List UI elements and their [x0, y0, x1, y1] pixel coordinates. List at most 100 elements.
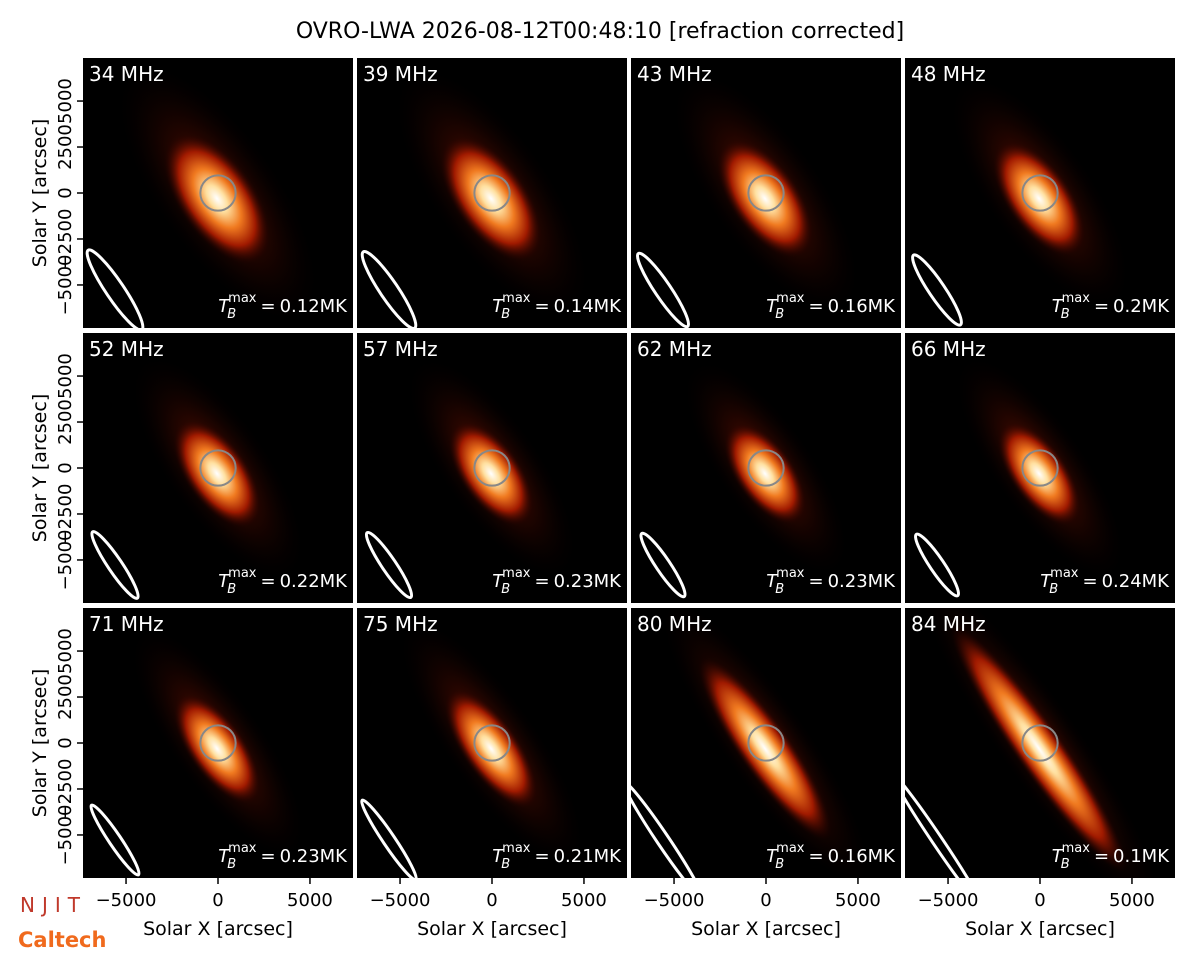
- y-tick-label: 2500: [55, 674, 76, 720]
- tb-max: 0.16MK: [828, 846, 897, 867]
- tb-equals: =: [260, 846, 275, 867]
- image: [364, 359, 576, 600]
- tb-symbol: T: [492, 571, 505, 592]
- x-axis-label: Solar X [arcsec]: [691, 918, 841, 940]
- tb-superscript: max: [1062, 291, 1091, 306]
- solar-disk: [199, 174, 237, 212]
- image: [360, 69, 588, 328]
- tb-subscript: B: [775, 582, 784, 597]
- beam: [914, 532, 960, 598]
- image: [85, 65, 318, 328]
- image: [360, 621, 583, 878]
- y-tick-label: −2500: [55, 484, 76, 545]
- emission: [992, 141, 1086, 256]
- tb-max: 0.21MK: [554, 846, 623, 867]
- y-tick-label: −5000: [55, 530, 76, 591]
- panel: 43 MHz TBmax = 0.16MK: [631, 58, 901, 328]
- emission: [440, 136, 542, 262]
- tb-subscript: B: [227, 857, 236, 872]
- panel-title: 84 MHz: [911, 612, 986, 636]
- image: [90, 357, 304, 600]
- tb-symbol: T: [766, 571, 779, 592]
- emission: [444, 689, 538, 809]
- tb-subscript: B: [1061, 857, 1070, 872]
- panel-title: 48 MHz: [911, 62, 986, 86]
- beam: [360, 798, 418, 878]
- tb-annotation: TBmax = 0.16MK: [766, 841, 896, 872]
- tb-superscript: max: [502, 291, 531, 306]
- tb-subscript: B: [227, 582, 236, 597]
- tb-symbol: T: [492, 296, 505, 317]
- solar-disk: [1021, 724, 1059, 762]
- beam: [364, 530, 414, 600]
- tb-annotation: TBmax = 0.24MK: [1040, 566, 1170, 597]
- solar-disk: [473, 724, 511, 762]
- panel-title: 43 MHz: [637, 62, 712, 86]
- panel: 75 MHz TBmax = 0.21MK −5000 0 5000 Solar X [arc…: [357, 608, 627, 940]
- panel: 48 MHz TBmax = 0.2MK: [905, 58, 1175, 328]
- emission: [698, 657, 832, 840]
- tb-superscript: max: [1050, 566, 1079, 581]
- tb-annotation: TBmax = 0.23MK: [218, 841, 348, 872]
- tb-max: 0.23MK: [280, 846, 349, 867]
- tb-equals: =: [808, 571, 823, 592]
- beam: [639, 531, 687, 599]
- x-axis-label: Solar X [arcsec]: [965, 918, 1115, 940]
- tb-max: 0.2MK: [1113, 296, 1170, 317]
- image: [914, 358, 1124, 598]
- beam: [89, 803, 141, 877]
- panel-title: 52 MHz: [89, 337, 164, 361]
- panel: 80 MHz TBmax = 0.16MK −5000 0 5000 Solar X [arc…: [631, 608, 901, 940]
- x-tick-label: 5000: [835, 890, 881, 911]
- tb-annotation: TBmax = 0.2MK: [1052, 291, 1171, 322]
- tb-max: 0.16MK: [828, 296, 897, 317]
- tb-subscript: B: [501, 582, 510, 597]
- beam: [911, 253, 963, 327]
- tb-subscript: B: [1061, 307, 1070, 322]
- tb-symbol: T: [1052, 296, 1065, 317]
- tb-superscript: max: [776, 841, 805, 856]
- tb-equals: =: [1094, 846, 1109, 867]
- x-axis-label: Solar X [arcsec]: [417, 918, 567, 940]
- x-tick-label: 0: [760, 890, 771, 911]
- emission: [950, 624, 1128, 873]
- solar-disk: [473, 174, 511, 212]
- solar-disk: [747, 449, 785, 487]
- beam: [85, 248, 145, 328]
- tb-equals: =: [260, 571, 275, 592]
- emission: [717, 139, 813, 258]
- tb-equals: =: [1094, 296, 1109, 317]
- image: [631, 608, 870, 878]
- x-tick-label: 5000: [1109, 890, 1155, 911]
- emission: [173, 419, 261, 528]
- tb-symbol: T: [766, 296, 779, 317]
- image: [639, 362, 847, 599]
- tb-equals: =: [534, 846, 549, 867]
- tb-superscript: max: [228, 291, 257, 306]
- tb-symbol: T: [218, 296, 231, 317]
- x-axis-label: Solar X [arcsec]: [143, 918, 293, 940]
- x-tick-label: 0: [1034, 890, 1045, 911]
- beam: [631, 780, 704, 878]
- tb-symbol: T: [1052, 846, 1065, 867]
- emission: [163, 133, 271, 264]
- panel: 84 MHz TBmax = 0.1MK −5000 0 5000 Solar X [arcs…: [905, 608, 1175, 940]
- tb-subscript: B: [1049, 582, 1058, 597]
- tb-equals: =: [534, 296, 549, 317]
- tb-superscript: max: [776, 291, 805, 306]
- tb-max: 0.1MK: [1113, 846, 1170, 867]
- panel: 57 MHz TBmax = 0.23MK: [357, 333, 627, 603]
- y-tick-label: −5000: [55, 255, 76, 316]
- logo-caltech: Caltech: [18, 928, 106, 952]
- tb-superscript: max: [776, 566, 805, 581]
- tb-superscript: max: [1062, 841, 1091, 856]
- panel: 39 MHz TBmax = 0.14MK: [357, 58, 627, 328]
- tb-subscript: B: [775, 307, 784, 322]
- emission: [173, 693, 261, 804]
- beam: [360, 250, 418, 328]
- panel-title: 75 MHz: [363, 612, 438, 636]
- tb-subscript: B: [227, 307, 236, 322]
- tb-symbol: T: [1040, 571, 1053, 592]
- tb-max: 0.23MK: [554, 571, 623, 592]
- panel: 62 MHz TBmax = 0.23MK: [631, 333, 901, 603]
